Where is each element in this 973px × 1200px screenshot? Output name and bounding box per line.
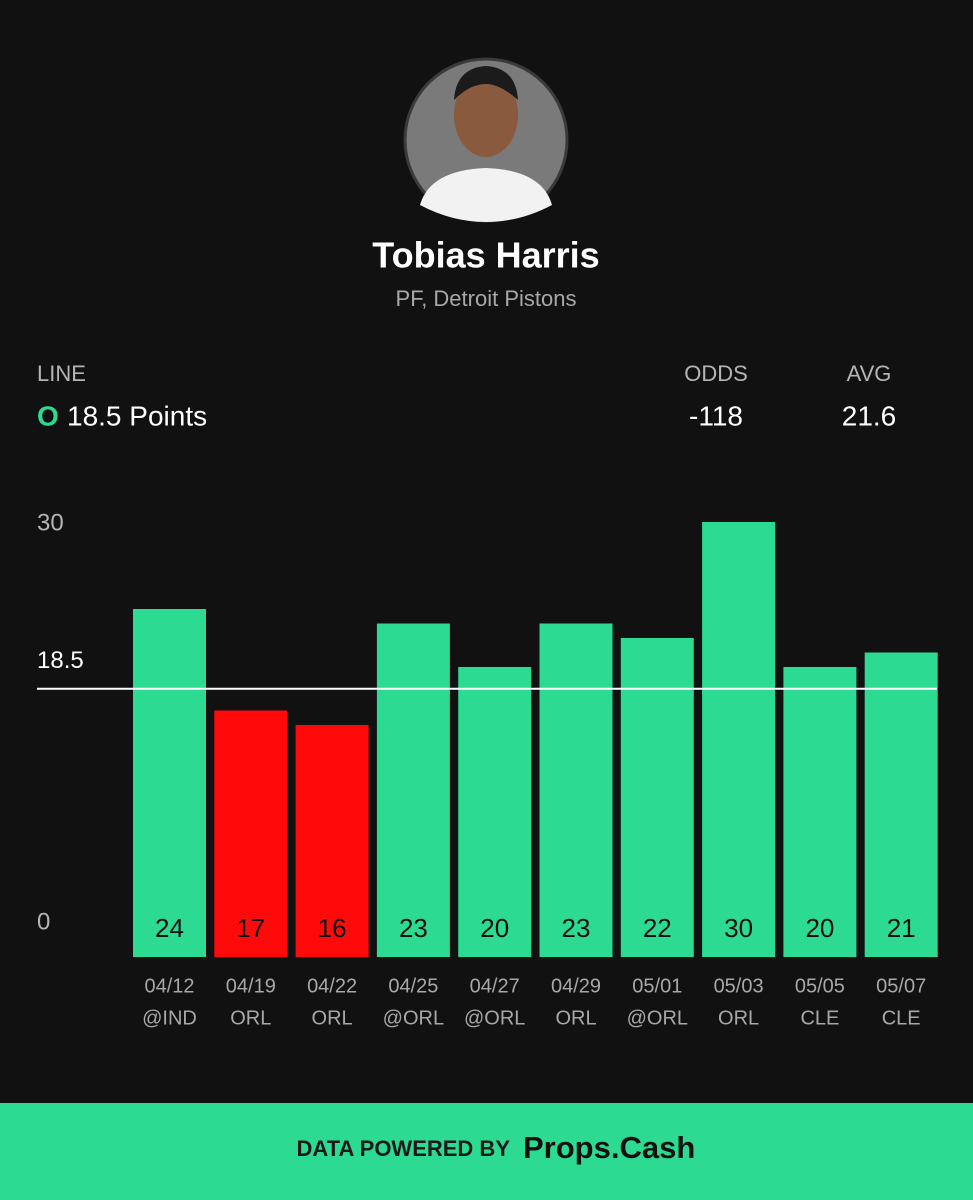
x-tick-sublabel: ORL (312, 1007, 353, 1029)
odds-label: ODDS (684, 361, 748, 386)
line-label: LINE (37, 361, 86, 386)
bar (783, 667, 857, 957)
threshold-label: 18.5 (37, 647, 84, 674)
odds-value: -118 (689, 400, 743, 431)
bar (620, 638, 694, 957)
bar-value-label: 22 (643, 913, 672, 943)
x-tick-label: 04/19 (226, 975, 276, 997)
bar (539, 623, 613, 957)
x-tick-label: 04/25 (388, 975, 438, 997)
bar-value-label: 24 (155, 913, 184, 943)
bar (458, 667, 532, 957)
x-tick-sublabel: @ORL (464, 1007, 525, 1029)
bar-value-label: 20 (805, 913, 834, 943)
line-text: 18.5 Points (67, 400, 207, 431)
x-tick-label: 05/07 (876, 975, 926, 997)
bar (702, 522, 776, 957)
bar-value-label: 20 (480, 913, 509, 943)
bar-value-label: 23 (562, 913, 591, 943)
avg-value: 21.6 (842, 400, 897, 431)
x-tick-sublabel: @ORL (627, 1007, 688, 1029)
bar-value-label: 16 (318, 913, 347, 943)
bar-value-label: 17 (236, 913, 265, 943)
avatar-head (454, 73, 518, 157)
avg-label: AVG (847, 361, 892, 386)
x-tick-sublabel: @IND (142, 1007, 197, 1029)
avatar-jersey (420, 168, 552, 222)
x-tick-label: 05/01 (632, 975, 682, 997)
x-tick-label: 05/05 (795, 975, 845, 997)
avatar (403, 57, 569, 223)
x-tick-sublabel: CLE (882, 1007, 921, 1029)
bar-value-label: 21 (887, 913, 916, 943)
bar (214, 710, 288, 957)
player-name: Tobias Harris (372, 235, 599, 276)
x-tick-label: 04/29 (551, 975, 601, 997)
x-tick-label: 04/27 (470, 975, 520, 997)
bar (133, 609, 206, 957)
bar (864, 652, 938, 957)
avatar-hair (454, 66, 518, 100)
footer-prefix: DATA POWERED BY (297, 1136, 511, 1161)
y-tick-label: 0 (37, 908, 50, 935)
footer-bar (0, 1103, 973, 1200)
chart: 0 30 24 04/12 @IND 17 04/19 ORL 16 04/22 ORL 23 04/2… (37, 509, 938, 1029)
x-tick-sublabel: ORL (555, 1007, 596, 1029)
player-position: PF, Detroit Pistons (396, 286, 577, 311)
x-tick-label: 04/22 (307, 975, 357, 997)
x-tick-sublabel: ORL (718, 1007, 759, 1029)
x-tick-sublabel: @ORL (383, 1007, 444, 1029)
x-tick-label: 04/12 (144, 975, 194, 997)
bar-value-label: 23 (399, 913, 428, 943)
bar (376, 623, 450, 957)
x-tick-sublabel: CLE (800, 1007, 839, 1029)
x-tick-sublabel: ORL (230, 1007, 271, 1029)
x-tick-label: 05/03 (714, 975, 764, 997)
bar (295, 725, 369, 957)
line-side: O (37, 400, 59, 431)
footer-brand: Props.Cash (523, 1130, 695, 1165)
bar-value-label: 30 (724, 913, 753, 943)
y-tick-label: 30 (37, 509, 64, 536)
